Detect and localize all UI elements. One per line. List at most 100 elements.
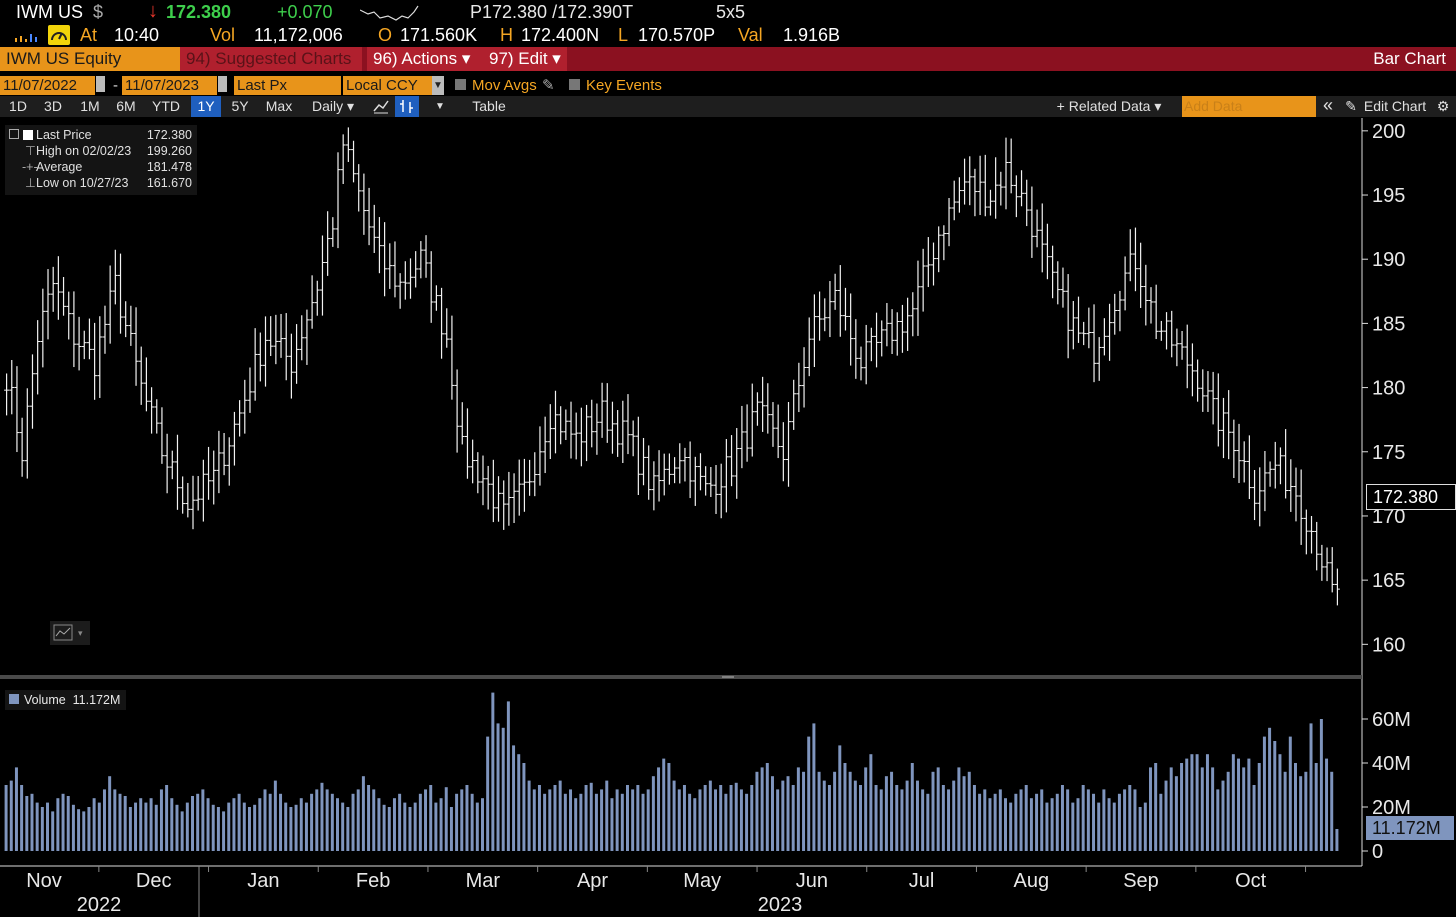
price-bar [1091,304,1097,383]
price-bar [1293,467,1299,522]
price-bar [806,317,812,377]
security-field[interactable]: IWM US Equity [0,47,180,71]
volume-bar [1123,789,1127,851]
study-widget[interactable]: ▾ [50,621,90,645]
actions-menu[interactable]: 96) Actions ▾ [367,47,483,71]
price-bar [164,433,170,494]
range-1m[interactable]: 1M [80,98,100,114]
collapse-icon[interactable] [9,129,19,139]
price-bar [252,328,258,401]
volume-bar [569,789,573,851]
volume-bar [413,802,417,851]
end-date-field[interactable]: 11/07/2023 [122,76,217,95]
volume-bar [304,802,308,851]
price-bar [71,291,77,368]
price-bar [206,446,212,500]
price-bar [884,303,890,347]
range-3d[interactable]: 3D [44,98,62,114]
range-ytd[interactable]: YTD [152,98,180,114]
price-bar [50,266,56,312]
volume-bar [625,785,629,851]
key-events-label[interactable]: Key Events [586,77,662,94]
volume-bar [165,785,169,851]
gear-icon[interactable]: ⚙ [1436,98,1450,114]
edit-menu[interactable]: 97) Edit ▾ [483,47,567,71]
range-1d[interactable]: 1D [9,98,27,114]
price-bar [993,157,999,219]
volume-bar [258,798,262,851]
price-bar [573,412,579,460]
table-button[interactable]: Table [472,98,506,114]
price-bar [304,309,310,365]
volume-bar [25,796,29,851]
price-bar [138,346,144,405]
price-bar [9,359,15,415]
price-bar [128,305,134,346]
price-bar [1019,170,1025,207]
range-max[interactable]: Max [265,98,293,114]
price-bar [392,241,398,298]
volume-bar [434,802,438,851]
legend-swatch [23,130,33,140]
volume-bar [1190,754,1194,851]
calendar-icon[interactable] [218,76,227,92]
price-bar [511,473,517,524]
volume-bar [341,802,345,851]
mov-avgs-label[interactable]: Mov Avgs [472,77,537,94]
price-bar [1226,390,1232,460]
volume-bar [843,763,847,851]
ticker-symbol[interactable]: IWM US [16,2,83,22]
chevron-down-icon[interactable]: ▼ [435,101,445,112]
range-5y[interactable]: 5Y [231,98,249,114]
price-bar [428,251,434,323]
field-select[interactable]: Last Px [234,76,341,95]
volume-bar [392,798,396,851]
range-6m[interactable]: 6M [116,98,136,114]
pencil-icon[interactable]: ✎ [542,77,555,94]
volume-bar [134,802,138,851]
calendar-icon[interactable] [96,76,105,92]
pencil-icon[interactable]: ✎ [1345,98,1357,114]
price-bar [102,305,108,354]
price-bar [1132,227,1138,292]
price-bar [294,324,300,384]
price-bar [1153,284,1159,340]
volume-bar [1112,802,1116,851]
volume-bar [289,807,293,851]
volume-bar [537,785,541,851]
volume-tick-label: 40M [1372,753,1411,775]
line-chart-icon[interactable] [371,96,391,117]
legend-high-value: 199.260 [146,144,192,158]
key-events-checkbox[interactable] [569,79,580,90]
price-bar [1319,544,1325,581]
speedometer-icon[interactable] [48,25,70,45]
low-value: 170.570P [638,25,716,45]
related-data-menu[interactable]: + Related Data ▾ [1056,98,1162,114]
volume-tag-text: 11.172M [1372,818,1441,838]
volume-bars-icon [15,34,37,42]
dropdown-arrow-icon[interactable]: ▼ [432,76,444,95]
edit-chart-button[interactable]: Edit Chart [1363,98,1427,114]
volume-bar [1278,754,1282,851]
range-toolbar: 1D 3D 1M 6M YTD 1Y 5Y Max Daily ▾ ▼ Tabl… [0,96,1456,117]
price-bar [1055,261,1061,305]
price-bar [470,439,476,484]
price-bar [811,294,817,368]
volume-bar [1107,798,1111,851]
currency-select[interactable]: Local CCY [343,76,436,95]
price-bar [45,269,51,340]
suggested-charts-menu[interactable]: 94) Suggested Charts [180,47,362,71]
mov-avgs-checkbox[interactable] [455,79,466,90]
add-data-input[interactable]: Add Data [1182,96,1316,117]
double-chevron-icon[interactable]: « [1322,95,1333,115]
volume-bar [734,782,738,851]
price-bar [149,387,155,434]
bar-chart-icon[interactable] [395,96,419,117]
volume-bar [905,780,909,851]
price-bar [817,291,823,341]
volume-bar [1335,829,1339,851]
start-date-field[interactable]: 11/07/2022 [0,76,95,95]
periodicity-select[interactable]: Daily ▾ [311,98,355,114]
range-1y[interactable]: 1Y [191,96,221,117]
